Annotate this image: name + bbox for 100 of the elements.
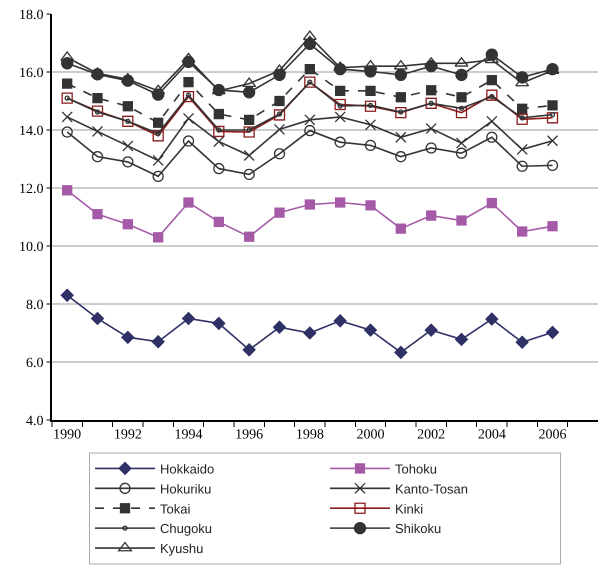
point: [182, 312, 195, 325]
y-tick-label: 14.0: [18, 124, 44, 139]
point: [394, 346, 408, 359]
point: [122, 156, 134, 168]
point: [364, 100, 376, 112]
point: [152, 170, 164, 182]
x-tick-label: 1994: [174, 428, 202, 443]
point: [426, 85, 436, 96]
point: [456, 137, 468, 149]
point: [304, 114, 316, 126]
point: [547, 100, 558, 110]
y-tick-label: 16.0: [18, 66, 44, 81]
x-tick-label: 1992: [114, 428, 142, 443]
x-tick-label: 1990: [53, 428, 82, 443]
point: [152, 154, 164, 166]
point: [274, 109, 286, 121]
point: [394, 68, 407, 82]
point: [153, 232, 164, 242]
point: [485, 312, 498, 326]
point: [395, 151, 406, 162]
point: [213, 136, 224, 148]
point: [334, 98, 346, 110]
point: [304, 124, 316, 136]
point: [62, 126, 73, 138]
point: [396, 223, 406, 234]
point: [244, 114, 254, 125]
point: [122, 116, 134, 127]
point: [334, 314, 347, 328]
point: [62, 78, 72, 89]
x-tick-label: 2004: [478, 428, 506, 443]
x-tick-label: 1996: [235, 428, 264, 443]
point: [517, 226, 528, 237]
point: [546, 112, 558, 124]
point: [335, 86, 346, 96]
point: [364, 119, 376, 130]
point: [456, 106, 468, 118]
point: [550, 112, 556, 118]
point: [516, 160, 528, 172]
point: [90, 67, 104, 77]
point: [516, 336, 529, 349]
point: [454, 57, 468, 67]
point: [364, 140, 376, 152]
point: [212, 316, 226, 330]
y-tick-label: 8.0: [26, 298, 44, 313]
point: [214, 216, 224, 228]
point: [546, 160, 558, 172]
point: [121, 330, 134, 344]
point: [395, 106, 406, 118]
point: [303, 326, 316, 340]
point: [62, 185, 72, 196]
legend-label: Shikoku: [395, 521, 442, 536]
point: [122, 219, 133, 230]
point: [486, 116, 498, 127]
point: [92, 151, 104, 162]
point: [244, 168, 255, 180]
point: [456, 92, 467, 102]
point: [304, 76, 316, 88]
point: [395, 132, 406, 143]
point: [302, 30, 317, 40]
point: [274, 96, 285, 106]
point: [152, 130, 164, 142]
point: [92, 126, 104, 138]
point: [182, 52, 196, 62]
x-tick-label: 2006: [538, 428, 566, 443]
point: [426, 210, 436, 221]
point: [365, 86, 376, 96]
point: [182, 112, 194, 124]
point: [213, 162, 224, 174]
point: [334, 111, 346, 123]
point: [516, 144, 528, 156]
point: [517, 104, 528, 114]
x-tick-label: 2002: [417, 428, 446, 443]
point: [274, 124, 286, 136]
legend-label: Tohoku: [395, 462, 437, 476]
point: [213, 126, 224, 138]
y-tick-label: 12.0: [18, 182, 44, 197]
point: [486, 198, 497, 208]
legend-label: Kanto-Tosan: [395, 481, 468, 496]
point: [486, 74, 497, 86]
point: [182, 135, 194, 147]
point: [547, 221, 558, 232]
point: [426, 98, 437, 109]
point: [335, 197, 346, 208]
y-tick-label: 10.0: [18, 240, 44, 255]
point: [426, 122, 437, 134]
point: [304, 64, 315, 74]
point: [546, 326, 559, 339]
point: [62, 111, 73, 123]
x-tick-label: 1998: [296, 428, 324, 443]
point: [364, 324, 377, 337]
point: [60, 288, 74, 302]
legend-label: Chugoku: [160, 521, 212, 536]
point: [244, 232, 254, 242]
point: [546, 135, 558, 146]
point: [244, 126, 255, 138]
point: [214, 108, 224, 120]
point: [122, 140, 134, 152]
point: [455, 332, 468, 346]
y-tick-label: 6.0: [26, 356, 44, 371]
point: [455, 68, 468, 82]
